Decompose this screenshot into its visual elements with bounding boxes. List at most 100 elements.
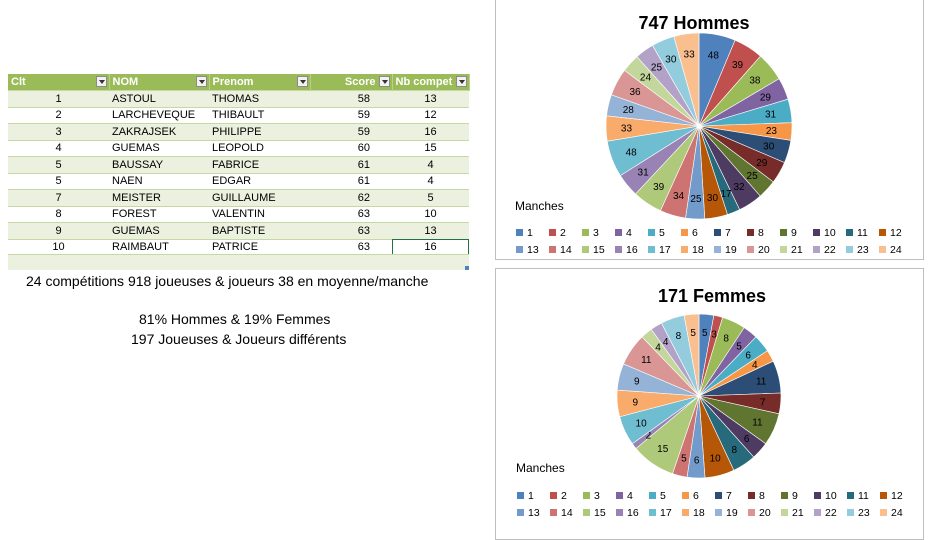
table-cell[interactable]: 12 (392, 106, 469, 124)
table-cell[interactable]: BAPTISTE (209, 222, 310, 239)
table-cell[interactable]: 16 (392, 123, 469, 140)
table-cell[interactable]: BAUSSAY (109, 156, 209, 173)
legend-entry[interactable]: 12 (879, 227, 902, 239)
table-cell[interactable]: 62 (310, 189, 392, 206)
legend-entry[interactable]: 7 (714, 227, 731, 239)
legend-entry[interactable]: 21 (781, 507, 804, 519)
legend-entry[interactable]: 17 (649, 507, 672, 519)
chart-panel-hommes[interactable]: 747 Hommes 48 39 38 29 31 23 30 29 25 32 17 30 25 34 3… (495, 0, 924, 260)
table-cell[interactable]: 4 (392, 156, 469, 173)
table-cell[interactable]: 3 (8, 123, 109, 140)
legend-entry[interactable]: 13 (517, 507, 540, 519)
table-cell[interactable]: 13 (392, 90, 469, 107)
legend-entry[interactable]: 3 (582, 227, 599, 239)
legend-entry[interactable]: 23 (847, 507, 870, 519)
table-row[interactable]: 10 RAIMBAUT PATRICE 63 16 (8, 238, 469, 255)
legend-entry[interactable]: 5 (648, 227, 665, 239)
table-cell[interactable]: 16 (392, 238, 469, 255)
table-cell[interactable]: PATRICE (209, 238, 310, 255)
table-resize-handle[interactable] (465, 266, 469, 270)
table-row[interactable]: 7 MEISTER GUILLAUME 62 5 (8, 189, 469, 206)
legend-entry[interactable]: 2 (549, 227, 566, 239)
legend-entry[interactable]: 14 (550, 507, 573, 519)
table-cell[interactable]: 63 (310, 238, 392, 255)
legend-entry[interactable]: 4 (616, 490, 633, 502)
table-cell[interactable]: RAIMBAUT (109, 238, 209, 255)
table-cell[interactable]: 7 (8, 189, 109, 206)
legend-entry[interactable]: 18 (681, 244, 704, 256)
legend-entry[interactable]: 8 (748, 490, 765, 502)
table-cell[interactable]: 10 (392, 205, 469, 223)
legend-entry[interactable]: 13 (516, 244, 539, 256)
legend-entry[interactable]: 24 (879, 244, 902, 256)
legend-entry[interactable]: 16 (615, 244, 638, 256)
legend-entry[interactable]: 3 (583, 490, 600, 502)
legend-entry[interactable]: 4 (615, 227, 632, 239)
table-cell[interactable]: MEISTER (109, 189, 209, 206)
legend-entry[interactable]: 9 (781, 490, 798, 502)
legend-entry[interactable]: 24 (880, 507, 903, 519)
table-cell[interactable]: VALENTIN (209, 205, 310, 223)
table-cell[interactable]: GUILLAUME (209, 189, 310, 206)
legend-entry[interactable]: 19 (714, 244, 737, 256)
table-cell[interactable]: FOREST (109, 205, 209, 223)
pie-slice[interactable] (673, 32, 700, 127)
table-cell[interactable]: 63 (310, 222, 392, 239)
table-cell[interactable]: 9 (8, 222, 109, 239)
filter-dropdown-icon[interactable] (378, 76, 390, 87)
table-cell[interactable]: 8 (8, 205, 109, 223)
legend-entry[interactable]: 15 (582, 244, 605, 256)
table-row[interactable]: 5 NAEN EDGAR 61 4 (8, 172, 469, 190)
table-cell[interactable]: 4 (8, 139, 109, 157)
table-cell[interactable]: 5 (392, 189, 469, 206)
legend-entry[interactable]: 21 (780, 244, 803, 256)
table-cell[interactable]: 60 (310, 139, 392, 157)
chart-panel-femmes[interactable]: 171 Femmes 5 3 8 5 6 4 11 7 11 6 8 10 6 5 15 2 10 9 9 11 4 4 8… (495, 268, 924, 540)
table-cell[interactable]: LARCHEVEQUE (109, 106, 209, 124)
legend-entry[interactable]: 16 (616, 507, 639, 519)
table-cell[interactable]: 2 (8, 106, 109, 124)
legend-entry[interactable]: 15 (583, 507, 606, 519)
table-cell[interactable]: 58 (310, 90, 392, 107)
table-cell[interactable]: 5 (8, 172, 109, 190)
table-cell[interactable]: 61 (310, 172, 392, 190)
legend-entry[interactable]: 12 (880, 490, 903, 502)
legend-entry[interactable]: 17 (648, 244, 671, 256)
table-cell[interactable]: GUEMAS (109, 222, 209, 239)
legend-entry[interactable]: 11 (846, 227, 868, 239)
table-row[interactable]: 3 ZAKRAJSEK PHILIPPE 59 16 (8, 123, 469, 140)
table-cell[interactable]: NAEN (109, 172, 209, 190)
table-cell[interactable]: PHILIPPE (209, 123, 310, 140)
legend-entry[interactable]: 11 (847, 490, 869, 502)
table-cell[interactable]: 10 (8, 238, 109, 255)
legend-entry[interactable]: 1 (517, 490, 534, 502)
table-cell[interactable]: EDGAR (209, 172, 310, 190)
legend-entry[interactable]: 14 (549, 244, 572, 256)
legend-entry[interactable]: 1 (516, 227, 533, 239)
legend-entry[interactable]: 6 (681, 227, 698, 239)
legend-entry[interactable]: 22 (814, 507, 837, 519)
legend-entry[interactable]: 20 (747, 244, 770, 256)
table-cell[interactable]: THOMAS (209, 90, 310, 107)
table-row[interactable]: 2 LARCHEVEQUE THIBAULT 59 12 (8, 106, 469, 124)
table-cell[interactable]: 5 (8, 156, 109, 173)
table-cell[interactable]: 13 (392, 222, 469, 239)
legend-entry[interactable]: 8 (747, 227, 764, 239)
table-cell[interactable]: 61 (310, 156, 392, 173)
legend-entry[interactable]: 23 (846, 244, 869, 256)
table-cell[interactable]: 59 (310, 123, 392, 140)
table-cell[interactable]: LEOPOLD (209, 139, 310, 157)
legend-entry[interactable]: 20 (748, 507, 771, 519)
table-cell[interactable]: FABRICE (209, 156, 310, 173)
legend-entry[interactable]: 18 (682, 507, 705, 519)
legend-entry[interactable]: 19 (715, 507, 738, 519)
table-cell[interactable]: 63 (310, 205, 392, 223)
legend-entry[interactable]: 22 (813, 244, 836, 256)
filter-dropdown-icon[interactable] (296, 76, 308, 87)
table-cell[interactable]: GUEMAS (109, 139, 209, 157)
table-cell[interactable]: 1 (8, 90, 109, 107)
table-cell[interactable]: THIBAULT (209, 106, 310, 124)
legend-entry[interactable]: 7 (715, 490, 732, 502)
table-cell[interactable]: 4 (392, 172, 469, 190)
legend-entry[interactable]: 9 (780, 227, 797, 239)
